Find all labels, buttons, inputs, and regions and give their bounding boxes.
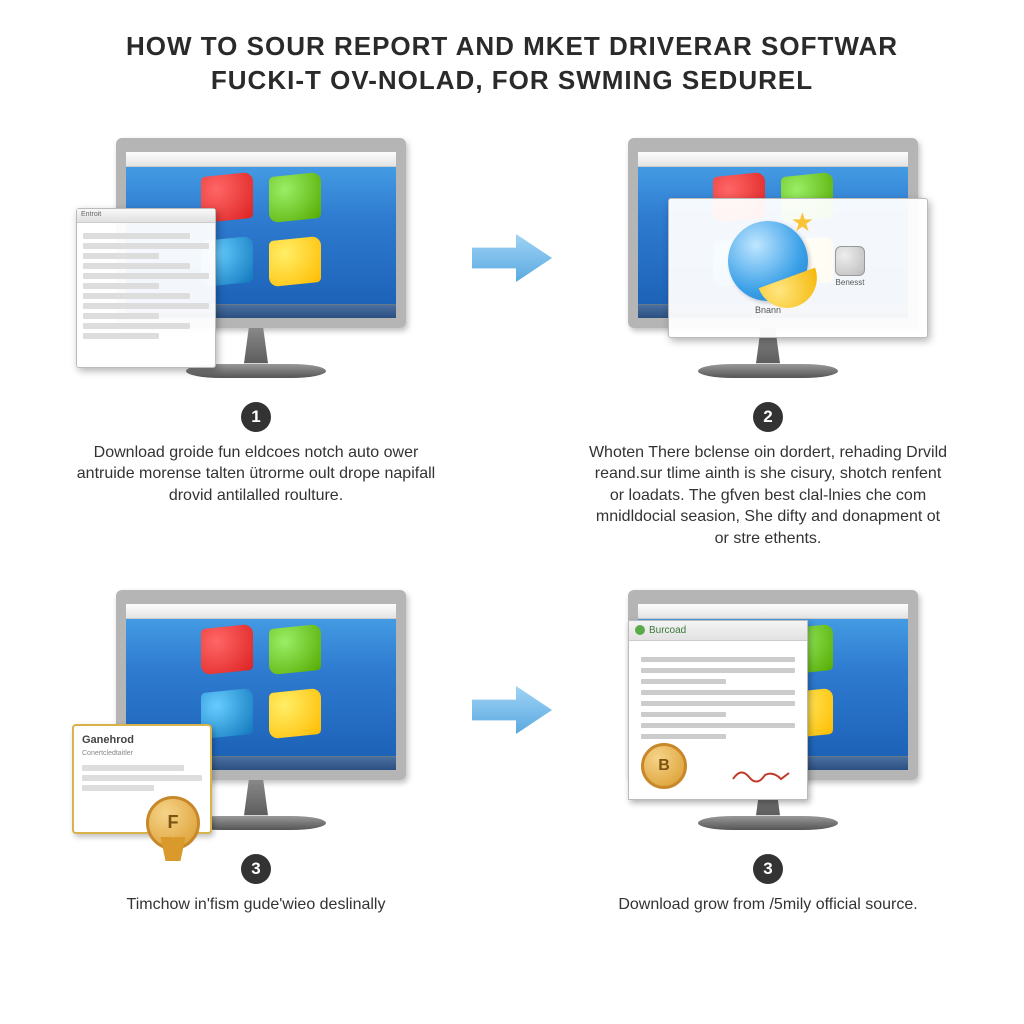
seal-icon: B [641,743,687,789]
steps-grid: Entroit 1 Download groide fun eldcoes no… [40,128,984,916]
status-dot-icon [635,625,645,635]
step-badge: 2 [753,402,783,432]
monitor-2: Bnann Benesst [598,128,938,388]
document-title: Burcoad [649,625,686,636]
windows-logo-icon [201,626,321,736]
step-description: Download groide fun eldcoes notch auto o… [76,442,436,507]
step-number: 3 [763,859,772,879]
step-1: Entroit 1 Download groide fun eldcoes no… [40,128,472,507]
title-line-1: HOW TO SOUR REPORT AND MKET DRIVERAR SOF… [126,31,898,61]
seal-icon: F [146,796,200,850]
step-number: 1 [251,407,260,427]
step-badge: 3 [753,854,783,884]
step-description: Timchow in'fism gude'wieo deslinally [127,894,386,916]
seal-letter: F [168,812,179,833]
step-badge: 3 [241,854,271,884]
step-2: Bnann Benesst 2 Whoten There bclense oin… [552,128,984,550]
monitor-4: Burcoad B [598,580,938,840]
arrow-right-icon [472,675,552,745]
dialog-window: Bnann Benesst [668,198,928,338]
certificate-subtitle: Conertcledtaitler [82,750,202,757]
step-badge: 1 [241,402,271,432]
signature-icon [731,765,791,785]
monitor-3: Ganehrod Conertcledtaitler F [86,580,426,840]
list-window: Entroit [76,208,216,368]
step-description: Download grow from /5mily official sourc… [618,894,917,916]
document-header: Burcoad [629,621,807,641]
certificate-title: Ganehrod [82,734,202,746]
arrow-2 [472,580,552,840]
browser-logo-icon [728,221,808,301]
seal-letter: B [658,757,670,775]
monitor-1: Entroit [86,128,426,388]
step-4: Burcoad B 3 Download grow from /5mily of… [552,580,984,916]
download-mini-icon: Benesst [832,246,868,290]
step-number: 2 [763,407,772,427]
certificate-card: Ganehrod Conertcledtaitler F [72,724,212,834]
mini-icon-label: Benesst [836,278,865,287]
step-description: Whoten There bclense oin dordert, rehadi… [588,442,948,550]
title-line-2: FUCKI-T OV-NOLAD, FOR SWMING SEDUREL [211,65,813,95]
windows-logo-icon [201,174,321,284]
document-window: Burcoad B [628,620,808,800]
arrow-right-icon [472,223,552,293]
window-title: Entroit [77,209,215,223]
step-number: 3 [251,859,260,879]
step-3: Ganehrod Conertcledtaitler F 3 Timchow i… [40,580,472,916]
page-title: HOW TO SOUR REPORT AND MKET DRIVERAR SOF… [40,30,984,98]
arrow-1 [472,128,552,388]
